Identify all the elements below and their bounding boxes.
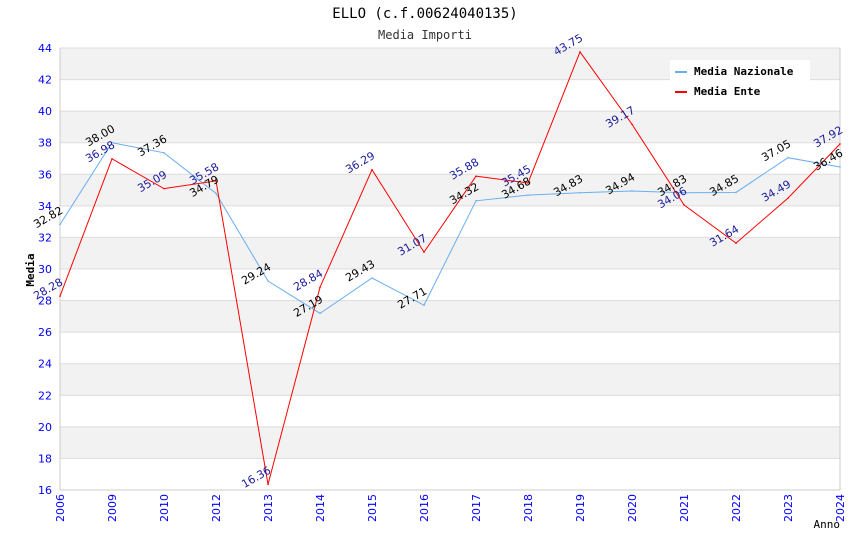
y-tick-label: 26 [38,326,52,339]
data-point [527,182,529,184]
grid-band [60,300,840,333]
grid-band [60,332,840,364]
data-point [111,158,113,160]
data-point [631,123,633,126]
chart-title: ELLO (c.f.00624040135) [332,6,517,22]
y-tick-label: 42 [38,74,52,87]
grid-band [60,111,840,143]
data-point [371,168,373,171]
data-point [267,280,269,282]
y-tick-label: 38 [38,137,52,150]
x-tick-label: 2020 [626,494,639,522]
grid-band [60,269,840,301]
data-point [423,251,425,253]
y-tick-label: 32 [38,231,52,244]
data-point [59,223,61,226]
x-tick-label: 2024 [834,494,847,522]
data-point [163,187,165,190]
grid-band [60,458,840,490]
data-point [631,190,633,192]
grid-band [60,426,840,459]
y-tick-label: 16 [38,484,52,497]
data-point [683,204,685,206]
data-point [735,191,737,194]
x-tick-label: 2023 [782,494,795,522]
chart-subtitle: Media Importi [378,28,472,42]
y-tick-label: 28 [38,295,52,308]
x-tick-label: 2014 [314,494,327,522]
data-point [215,180,217,182]
x-tick-label: 2022 [730,494,743,522]
x-tick-label: 2010 [158,494,171,522]
x-axis-label: Anno [814,518,841,531]
data-point [423,304,425,306]
y-tick-label: 22 [38,389,52,402]
grid-band [60,142,840,175]
data-point [787,156,789,159]
data-point [839,143,841,145]
x-tick-label: 2019 [574,494,587,522]
legend-label-nazionale: Media Nazionale [694,65,794,78]
data-point [59,295,61,297]
data-point [111,141,113,144]
data-point [839,166,841,168]
x-tick-label: 2009 [106,494,119,522]
x-tick-label: 2016 [418,494,431,522]
y-tick-label: 24 [38,358,52,371]
grid-band [60,205,840,238]
legend: Media Nazionale Media Ente [670,60,810,104]
x-tick-label: 2013 [262,494,275,522]
y-tick-label: 36 [38,168,52,181]
y-axis-label: Media [24,253,37,286]
y-tick-label: 18 [38,452,52,465]
y-tick-label: 30 [38,263,52,276]
x-tick-label: 2015 [366,494,379,522]
data-point [267,483,269,486]
y-tick-label: 20 [38,421,52,434]
data-point [683,191,685,194]
x-tick-label: 2017 [470,494,483,522]
data-point [787,197,789,199]
data-point [527,194,529,196]
y-tick-label: 44 [38,42,52,55]
x-tick-label: 2021 [678,494,691,522]
y-tick-label: 34 [38,200,52,213]
data-point [579,51,581,53]
grid-band [60,395,840,427]
x-tick-label: 2018 [522,494,535,522]
series-line-nazionale [59,142,841,314]
y-tick-label: 40 [38,105,52,118]
x-tick-label: 2006 [54,494,67,522]
data-point [163,152,165,154]
data-point [475,175,477,177]
data-point [475,200,477,202]
grid-band [60,174,840,206]
data-point [735,242,737,244]
data-point [215,192,217,195]
data-point [319,286,321,289]
data-point [579,191,581,194]
data-point [371,277,373,279]
legend-label-ente: Media Ente [694,85,761,98]
data-point [319,312,321,315]
grid-band [60,363,840,396]
series-line-ente [59,50,841,485]
x-tick-label: 2012 [210,494,223,522]
